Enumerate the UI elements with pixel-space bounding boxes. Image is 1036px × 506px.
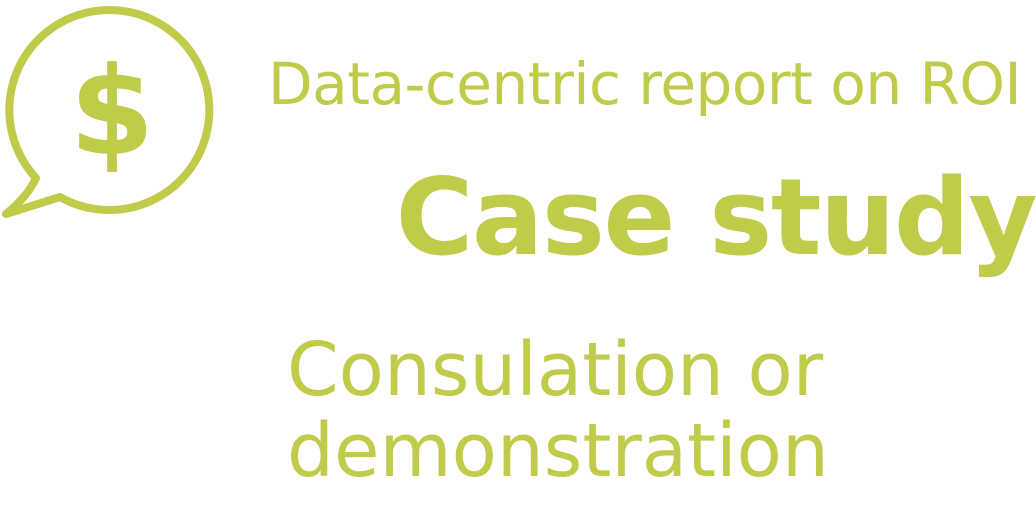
consultation-text: Consulation or demonstration: [287, 327, 987, 495]
page-title: Case study: [395, 156, 1036, 279]
report-subtitle: Data-centric report on ROI: [268, 50, 1022, 118]
dollar-speech-bubble-icon: $: [0, 0, 230, 230]
speech-bubble-outline: [2, 6, 214, 218]
dollar-sign: $: [70, 41, 155, 183]
cta-line-1: Consulation or: [287, 327, 824, 413]
cta-line-2: demonstration: [287, 408, 829, 495]
